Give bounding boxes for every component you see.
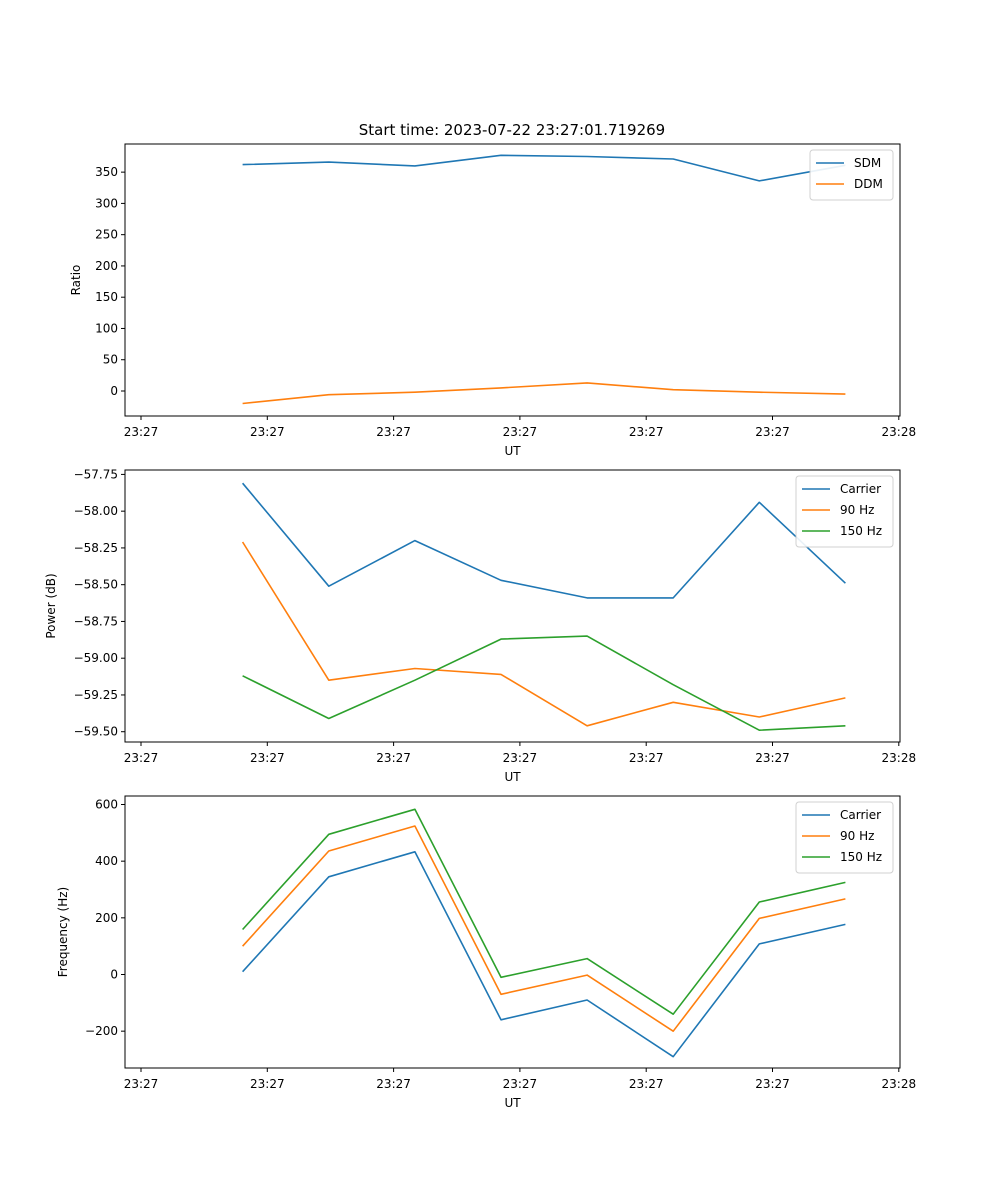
legend-label: 150 Hz — [840, 524, 882, 538]
x-tick-label: 23:27 — [376, 425, 411, 439]
y-axis-label: Ratio — [69, 265, 83, 296]
x-tick-label: 23:27 — [755, 751, 790, 765]
y-tick-label: 100 — [95, 321, 118, 335]
legend-label: SDM — [854, 156, 881, 170]
frequency-panel: 23:27 23:27 23:27 23:27 23:27 23:27 23:28 −200 0… — [56, 795, 917, 1110]
x-tick-label: 23:27 — [503, 425, 538, 439]
x-tick-label: 23:27 — [124, 1077, 159, 1091]
series-line-sdm — [242, 154, 846, 182]
series-line-90-hz — [241, 541, 846, 727]
y-tick-label: −200 — [85, 1024, 118, 1038]
legend-label: 150 Hz — [840, 850, 882, 864]
legend-label: Carrier — [840, 808, 881, 822]
y-tick-label: 0 — [110, 968, 118, 982]
x-tick-label: 23:27 — [755, 425, 790, 439]
legend-box — [795, 475, 894, 548]
y-tick-label: 300 — [95, 196, 118, 210]
y-tick-label: −57.75 — [74, 467, 118, 481]
x-tick-label: 23:28 — [882, 751, 917, 765]
x-tick-label: 23:28 — [882, 425, 917, 439]
x-tick-label: 23:27 — [629, 751, 664, 765]
series-line-150-hz — [242, 635, 846, 732]
series-line-150-hz — [242, 808, 846, 1016]
y-tick-label: 400 — [95, 854, 118, 868]
y-tick-label: −58.75 — [74, 614, 118, 628]
legend-label: 90 Hz — [840, 503, 874, 517]
axes-frame — [124, 469, 901, 743]
y-tick-label: 150 — [95, 290, 118, 304]
chart-title: Start time: 2023-07-22 23:27:01.719269 — [359, 121, 665, 139]
legend-label: DDM — [854, 177, 883, 191]
axes-frame — [124, 143, 901, 417]
x-tick-label: 23:27 — [376, 1077, 411, 1091]
y-axis-label: Frequency (Hz) — [56, 887, 70, 978]
y-tick-label: 600 — [95, 798, 118, 812]
y-tick-label: 200 — [95, 259, 118, 273]
x-tick-label: 23:27 — [629, 1077, 664, 1091]
x-tick-label: 23:27 — [124, 425, 159, 439]
x-tick-label: 23:27 — [503, 1077, 538, 1091]
y-tick-label: 200 — [95, 911, 118, 925]
y-tick-label: −59.25 — [74, 688, 118, 702]
x-tick-label: 23:28 — [882, 1077, 917, 1091]
y-tick-label: −58.25 — [74, 541, 118, 555]
series-line-ddm — [242, 382, 846, 405]
x-axis-label: UT — [504, 1096, 521, 1110]
y-tick-label: 0 — [110, 384, 118, 398]
axes-frame — [124, 795, 901, 1069]
series-line-carrier — [241, 482, 846, 599]
x-tick-label: 23:27 — [250, 751, 285, 765]
legend-box — [795, 801, 894, 874]
series-line-carrier — [242, 850, 846, 1058]
y-tick-label: −58.50 — [74, 578, 118, 592]
x-tick-label: 23:27 — [755, 1077, 790, 1091]
y-tick-label: 250 — [95, 228, 118, 242]
x-axis-label: UT — [504, 770, 521, 784]
legend-label: Carrier — [840, 482, 881, 496]
y-tick-label: 50 — [103, 353, 118, 367]
y-axis-label: Power (dB) — [44, 573, 58, 638]
x-tick-label: 23:27 — [629, 425, 664, 439]
x-tick-label: 23:27 — [503, 751, 538, 765]
y-tick-label: −58.00 — [74, 504, 118, 518]
y-tick-label: 350 — [95, 165, 118, 179]
y-tick-label: −59.00 — [74, 651, 118, 665]
x-axis-label: UT — [504, 444, 521, 458]
series-line-90-hz — [242, 825, 846, 1032]
x-tick-label: 23:27 — [124, 751, 159, 765]
y-tick-label: −59.50 — [74, 725, 118, 739]
power-panel: 23:27 23:27 23:27 23:27 23:27 23:27 23:28 −59.5… — [44, 467, 916, 784]
x-tick-label: 23:27 — [250, 1077, 285, 1091]
x-tick-label: 23:27 — [376, 751, 411, 765]
x-tick-label: 23:27 — [250, 425, 285, 439]
ratio-panel: 23:27 23:27 23:27 23:27 23:27 23:27 23:28 0 50 10… — [69, 143, 917, 458]
legend-label: 90 Hz — [840, 829, 874, 843]
